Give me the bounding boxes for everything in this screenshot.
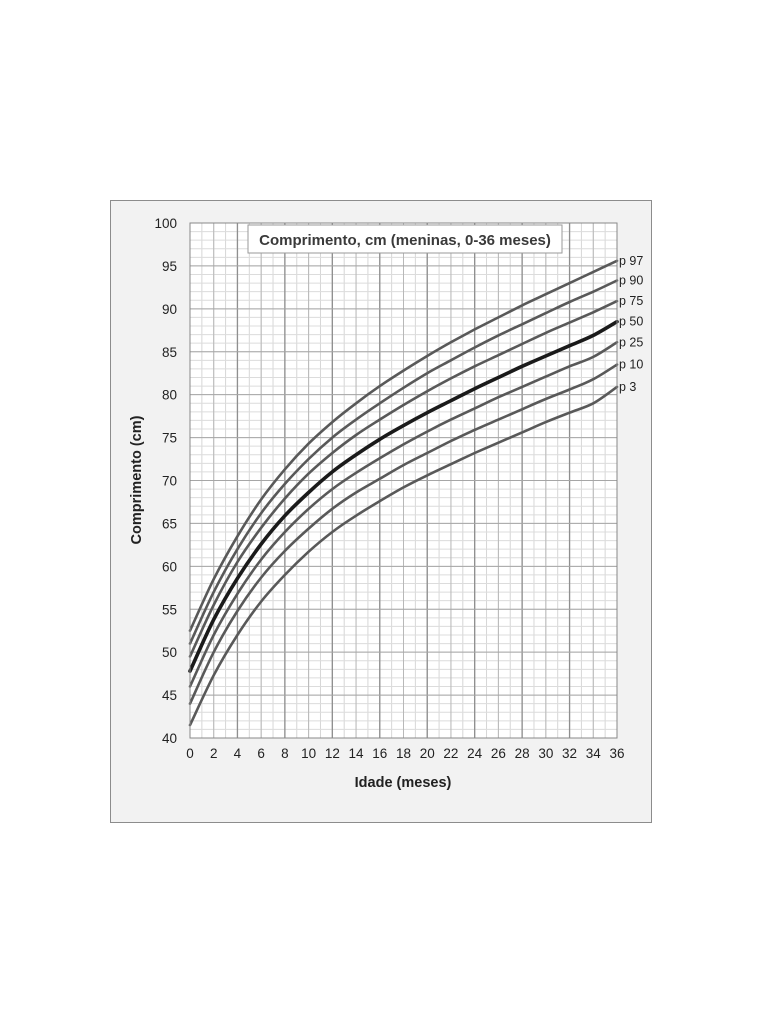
y-tick-label: 55 (162, 602, 177, 617)
x-tick-label: 26 (491, 746, 506, 761)
chart-frame: 40 45 50 55 60 65 70 75 80 85 90 95 100 0 2 4 6 8 10 12 14 1… (110, 200, 652, 823)
x-tick-label: 8 (281, 746, 289, 761)
y-tick-label: 100 (154, 216, 177, 231)
series-line-p10 (188, 363, 619, 705)
series-label-p90: p 90 (619, 274, 643, 288)
y-tick-label: 80 (162, 388, 177, 403)
chart-title-frame (247, 224, 563, 254)
series-label-p10: p 10 (619, 358, 643, 372)
y-tick-label: 90 (162, 302, 177, 317)
series-line-p25 (188, 341, 619, 688)
x-axis-title: Idade (meses) (355, 775, 452, 791)
series-line-p97 (188, 259, 619, 632)
x-tick-label: 10 (301, 746, 316, 761)
x-tick-label: 20 (420, 746, 435, 761)
series-line-p75 (188, 299, 619, 658)
y-tick-label: 95 (162, 259, 177, 274)
series-label-p50: p 50 (619, 315, 643, 329)
x-tick-label: 32 (562, 746, 577, 761)
x-tick-label: 36 (609, 746, 624, 761)
x-tick-label: 34 (586, 746, 602, 761)
x-tick-label: 24 (467, 746, 483, 761)
y-tick-label: 75 (162, 431, 177, 446)
y-tick-label: 45 (162, 688, 177, 703)
y-tick-label: 60 (162, 559, 177, 574)
x-tick-label: 4 (234, 746, 242, 761)
y-tick-label: 70 (162, 474, 177, 489)
x-tick-label: 22 (443, 746, 458, 761)
x-tick-label: 2 (210, 746, 218, 761)
series-line-p3 (188, 385, 619, 727)
x-tick-label: 28 (515, 746, 530, 761)
x-tick-label: 14 (349, 746, 365, 761)
x-tick-label: 18 (396, 746, 411, 761)
chart-title-box: Comprimento, cm (meninas, 0-36 meses) (247, 224, 563, 254)
x-tick-label: 0 (186, 746, 194, 761)
y-tick-label: 40 (162, 731, 177, 746)
series-label-p97: p 97 (619, 254, 643, 268)
series-line-p90 (188, 279, 619, 645)
x-tick-label: 30 (538, 746, 553, 761)
x-tick-label: 16 (372, 746, 387, 761)
y-tick-label: 85 (162, 345, 177, 360)
x-tick-label: 12 (325, 746, 340, 761)
y-axis-title: Comprimento (cm) (129, 415, 145, 544)
series-label-p25: p 25 (619, 335, 643, 349)
x-tick-label: 6 (257, 746, 265, 761)
y-tick-label: 50 (162, 645, 177, 660)
series-line-p50 (188, 319, 619, 673)
plot-area-border (189, 222, 618, 739)
chart-title: Comprimento, cm (meninas, 0-36 meses) (259, 232, 551, 249)
series-label-p3: p 3 (619, 380, 636, 394)
y-tick-label: 65 (162, 516, 177, 531)
series-label-p75: p 75 (619, 294, 643, 308)
